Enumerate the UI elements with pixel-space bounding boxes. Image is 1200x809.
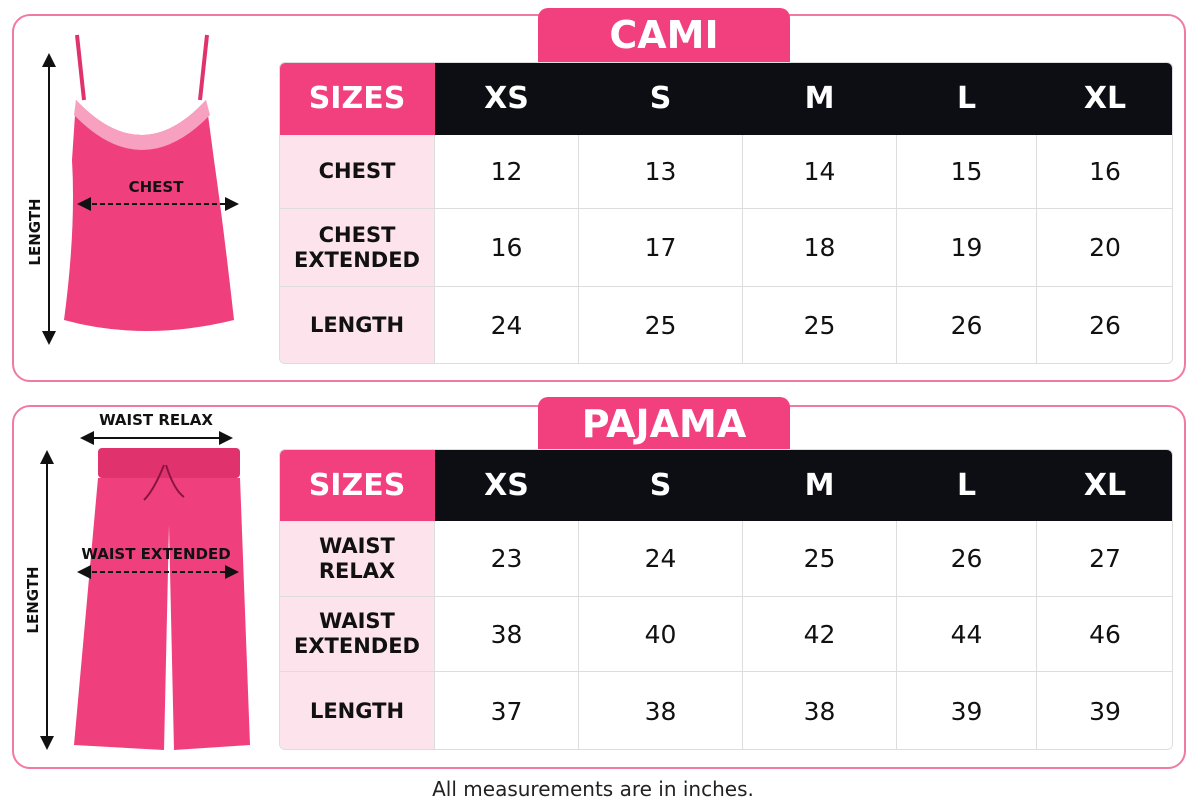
section-title: PAJAMA	[538, 397, 790, 451]
length-label: LENGTH	[24, 566, 42, 633]
row-label: CHEST EXTENDED	[280, 209, 435, 287]
row-label: WAIST EXTENDED	[280, 597, 435, 672]
cell-value: 19	[897, 209, 1037, 287]
cell-value: 44	[897, 597, 1037, 672]
header-cell: SIZES	[280, 450, 435, 521]
cell-value: 26	[1037, 287, 1172, 363]
cell-value: 24	[435, 287, 579, 363]
size-table: SIZES XS S M L XL CHEST 12 13 14 15 16 CHEST EXTENDE…	[279, 62, 1173, 364]
header-cell: SIZES	[280, 63, 435, 135]
cell-value: 25	[743, 521, 897, 597]
length-label: LENGTH	[26, 198, 44, 265]
width-label: WAIST EXTENDED	[81, 545, 230, 563]
cell-value: 15	[897, 135, 1037, 209]
row-label: CHEST	[280, 135, 435, 209]
cell-value: 18	[743, 209, 897, 287]
header-cell: XS	[435, 63, 579, 135]
cell-value: 25	[579, 287, 743, 363]
cell-value: 39	[897, 672, 1037, 749]
cell-value: 38	[743, 672, 897, 749]
cell-value: 46	[1037, 597, 1172, 672]
cell-value: 13	[579, 135, 743, 209]
cell-value: 39	[1037, 672, 1172, 749]
size-table: SIZES XS S M L XL WAIST RELAX 23 24 25 26 27 WAIST E…	[279, 449, 1173, 750]
cell-value: 16	[1037, 135, 1172, 209]
cell-value: 24	[579, 521, 743, 597]
row-label: WAIST RELAX	[280, 521, 435, 597]
header-cell: XL	[1037, 450, 1172, 521]
header-cell: M	[743, 63, 897, 135]
cell-value: 20	[1037, 209, 1172, 287]
cell-value: 16	[435, 209, 579, 287]
cell-value: 26	[897, 521, 1037, 597]
row-label: LENGTH	[280, 672, 435, 749]
cell-value: 23	[435, 521, 579, 597]
header-cell: L	[897, 450, 1037, 521]
pajama-figure: WAIST RELAX WAIST EXTENDED LENGTH	[24, 411, 250, 750]
cell-value: 40	[579, 597, 743, 672]
header-cell: L	[897, 63, 1037, 135]
header-cell: M	[743, 450, 897, 521]
cell-value: 38	[579, 672, 743, 749]
cami-figure: CHEST LENGTH	[26, 34, 239, 345]
cell-value: 25	[743, 287, 897, 363]
width-label: CHEST	[129, 178, 185, 196]
cell-value: 17	[579, 209, 743, 287]
header-cell: S	[579, 450, 743, 521]
header-cell: S	[579, 63, 743, 135]
cell-value: 27	[1037, 521, 1172, 597]
cell-value: 14	[743, 135, 897, 209]
cell-value: 12	[435, 135, 579, 209]
header-cell: XL	[1037, 63, 1172, 135]
header-cell: XS	[435, 450, 579, 521]
top-label: WAIST RELAX	[99, 411, 213, 429]
section-title: CAMI	[538, 8, 790, 62]
cell-value: 26	[897, 287, 1037, 363]
footnote: All measurements are in inches.	[432, 777, 754, 801]
cell-value: 42	[743, 597, 897, 672]
cell-value: 38	[435, 597, 579, 672]
cell-value: 37	[435, 672, 579, 749]
row-label: LENGTH	[280, 287, 435, 363]
